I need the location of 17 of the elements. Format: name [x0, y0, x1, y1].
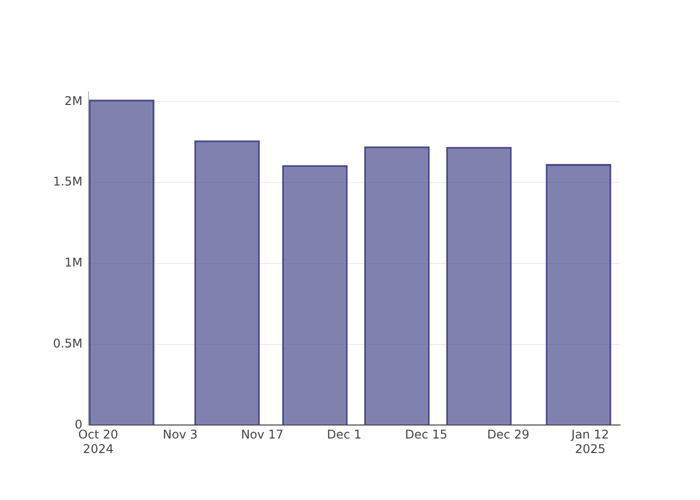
bar: [546, 164, 612, 425]
x-tick-label: Dec 15: [405, 428, 448, 442]
x-tick-label: Nov 17: [240, 428, 284, 442]
bar: [88, 100, 154, 425]
bar: [282, 165, 348, 425]
x-tick-label: Jan 12 2025: [570, 428, 610, 456]
bar: [194, 140, 260, 425]
x-tick-label: Dec 29: [487, 428, 530, 442]
y-tick-label: 1.5M: [53, 174, 82, 189]
bar: [446, 146, 512, 425]
y-tick-label: 0.5M: [53, 336, 82, 350]
x-tick-label: Oct 20 2024: [78, 428, 118, 456]
x-tick-label: Dec 1: [326, 428, 362, 442]
y-tick-label: 2M: [64, 94, 82, 108]
y-tick-label: 1M: [64, 256, 82, 270]
x-tick-label: Nov 3: [162, 428, 198, 442]
bar: [364, 146, 430, 425]
